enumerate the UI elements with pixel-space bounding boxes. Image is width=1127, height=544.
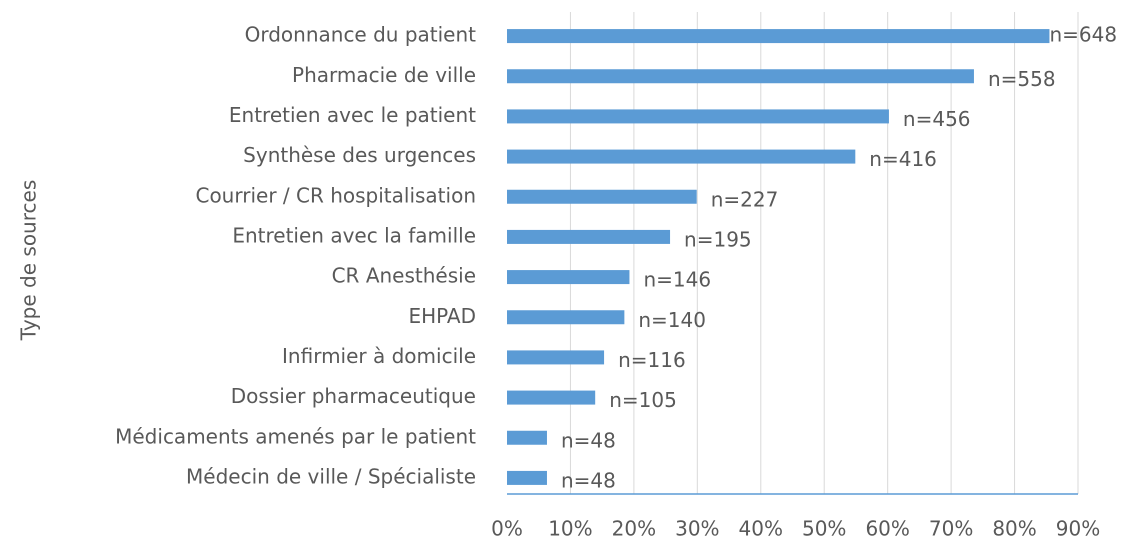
y-tick-label: EHPAD: [408, 304, 476, 328]
bar: [507, 189, 697, 204]
y-tick-label: Infirmier à domicile: [282, 344, 476, 368]
x-tick-label: 90%: [1056, 517, 1100, 541]
bar: [507, 270, 630, 285]
data-label: n=227: [711, 187, 779, 211]
y-tick-label: Ordonnance du patient: [245, 23, 477, 47]
x-tick-label: 20%: [612, 517, 656, 541]
bar: [507, 69, 974, 84]
bar: [507, 350, 605, 365]
data-label: n=456: [903, 107, 971, 131]
x-tick-label: 60%: [865, 517, 909, 541]
data-label: n=140: [638, 308, 706, 332]
y-tick-label: Pharmacie de ville: [292, 63, 476, 87]
y-tick-label: Entretien avec le patient: [229, 103, 476, 127]
data-label: n=416: [869, 147, 937, 171]
y-axis-label: Type de sources: [17, 180, 41, 342]
x-tick-label: 80%: [992, 517, 1036, 541]
data-label: n=116: [618, 348, 686, 372]
y-tick-label: Médecin de ville / Spécialiste: [186, 464, 476, 488]
data-label: n=195: [684, 227, 752, 251]
x-tick-label: 0%: [491, 517, 523, 541]
bar: [507, 109, 889, 124]
x-tick-label: 70%: [929, 517, 973, 541]
data-label: n=105: [609, 388, 677, 412]
y-tick-label: Synthèse des urgences: [243, 143, 476, 167]
x-tick-label: 50%: [802, 517, 846, 541]
x-tick-label: 10%: [548, 517, 592, 541]
x-tick-label: 40%: [739, 517, 783, 541]
y-tick-label: Médicaments amenés par le patient: [115, 424, 476, 448]
data-label: n=648: [1049, 23, 1117, 47]
data-label: n=48: [561, 428, 616, 452]
y-tick-label: Courrier / CR hospitalisation: [195, 183, 476, 207]
y-tick-label: Entretien avec la famille: [232, 223, 476, 247]
data-label: n=558: [988, 67, 1056, 91]
bar: [507, 229, 671, 244]
data-label: n=146: [643, 268, 711, 292]
x-tick-label: 30%: [675, 517, 719, 541]
y-tick-label: CR Anesthésie: [332, 264, 476, 288]
bar: [507, 29, 1050, 44]
data-label: n=48: [561, 468, 616, 492]
bar: [507, 149, 856, 164]
bar: [507, 390, 596, 405]
bar: [507, 430, 547, 445]
bar: [507, 310, 625, 325]
y-tick-label: Dossier pharmaceutique: [231, 384, 476, 408]
bar: [507, 470, 547, 485]
